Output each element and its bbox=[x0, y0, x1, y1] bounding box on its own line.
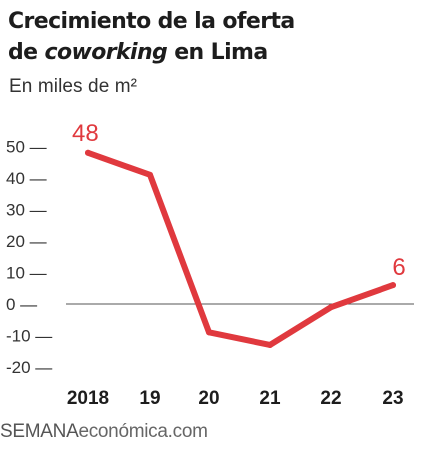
title-suffix: en Lima bbox=[167, 40, 268, 65]
x-tick-label: 21 bbox=[259, 388, 281, 409]
y-tick-label: 40 — bbox=[6, 169, 47, 188]
title-line-1: Crecimiento de la oferta bbox=[8, 9, 295, 34]
data-point bbox=[85, 149, 91, 156]
data-point bbox=[267, 341, 273, 348]
chart-title: Crecimiento de la oferta de coworking en… bbox=[8, 6, 418, 68]
data-label: 48 bbox=[72, 120, 99, 147]
title-line-2: de coworking en Lima bbox=[8, 37, 418, 68]
x-tick-label: 20 bbox=[198, 388, 219, 409]
title-prefix: de bbox=[8, 40, 45, 65]
x-tick-label: 22 bbox=[320, 388, 341, 409]
series-line bbox=[85, 149, 396, 348]
brand-footer: SEMANAeconómica.com bbox=[0, 421, 208, 443]
data-label: 6 bbox=[392, 254, 405, 281]
title-italic-word: coworking bbox=[44, 40, 168, 65]
data-point bbox=[328, 304, 334, 311]
x-tick-label: 23 bbox=[382, 388, 403, 409]
y-tick-label: 0 — bbox=[6, 295, 37, 314]
x-tick-label: 19 bbox=[139, 388, 160, 409]
y-tick-label: -10 — bbox=[6, 327, 52, 346]
data-point bbox=[147, 171, 153, 178]
brand-domain: económica.com bbox=[78, 421, 208, 442]
x-tick-label: 2018 bbox=[67, 388, 109, 409]
y-tick-label: 20 — bbox=[6, 232, 47, 251]
y-tick-label: -20 — bbox=[6, 358, 52, 377]
y-tick-label: 10 — bbox=[6, 264, 47, 283]
data-point bbox=[206, 329, 212, 336]
y-tick-label: 50 — bbox=[6, 138, 47, 157]
chart-subtitle: En miles de m² bbox=[9, 76, 138, 97]
data-point bbox=[390, 282, 396, 289]
y-tick-label: 30 — bbox=[6, 201, 47, 220]
brand-name: SEMANA bbox=[0, 421, 79, 442]
